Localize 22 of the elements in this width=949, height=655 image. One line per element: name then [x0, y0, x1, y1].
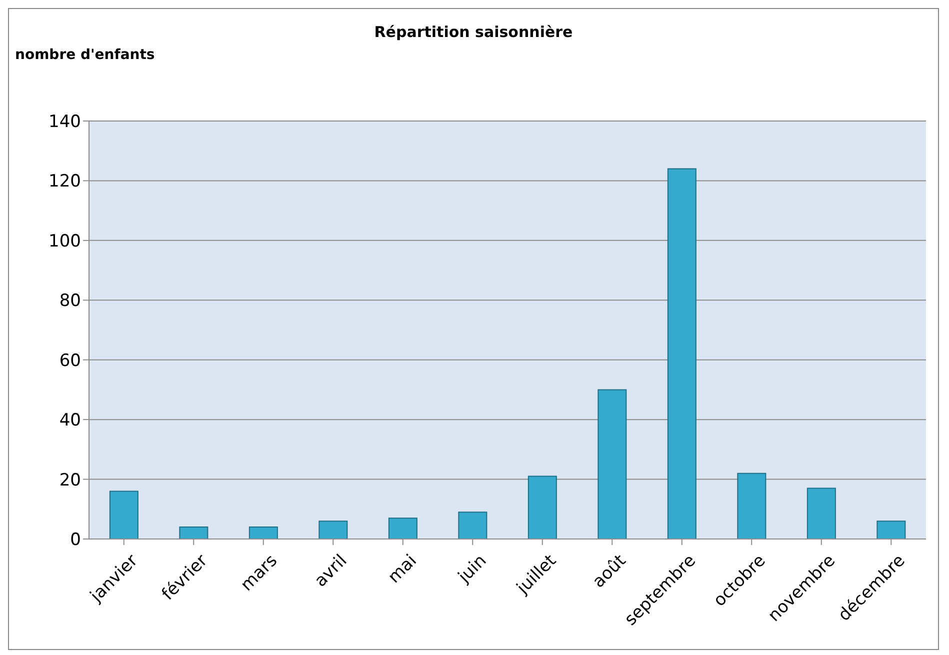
y-tick-label: 100: [48, 231, 81, 252]
chart-title: Répartition saisonnière: [373, 23, 574, 41]
y-tick-label: 20: [59, 470, 81, 490]
y-tick-label: 140: [48, 112, 81, 132]
bar: [388, 518, 418, 539]
bar: [318, 520, 348, 539]
y-tick-label: 0: [70, 530, 81, 550]
bar: [248, 526, 278, 539]
y-axis-title: nombre d'enfants: [15, 47, 155, 63]
bar: [667, 168, 696, 539]
bar: [598, 389, 627, 539]
bar: [528, 476, 557, 539]
bar: [109, 490, 138, 539]
y-tick-label: 120: [48, 172, 81, 192]
y-tick-label: 80: [59, 291, 81, 312]
bar: [179, 526, 208, 539]
y-tick-label: 40: [59, 410, 81, 431]
bar: [458, 512, 488, 539]
bar: [806, 488, 836, 539]
bar: [737, 472, 766, 539]
y-tick-label: 60: [59, 350, 81, 371]
bar: [876, 520, 906, 539]
